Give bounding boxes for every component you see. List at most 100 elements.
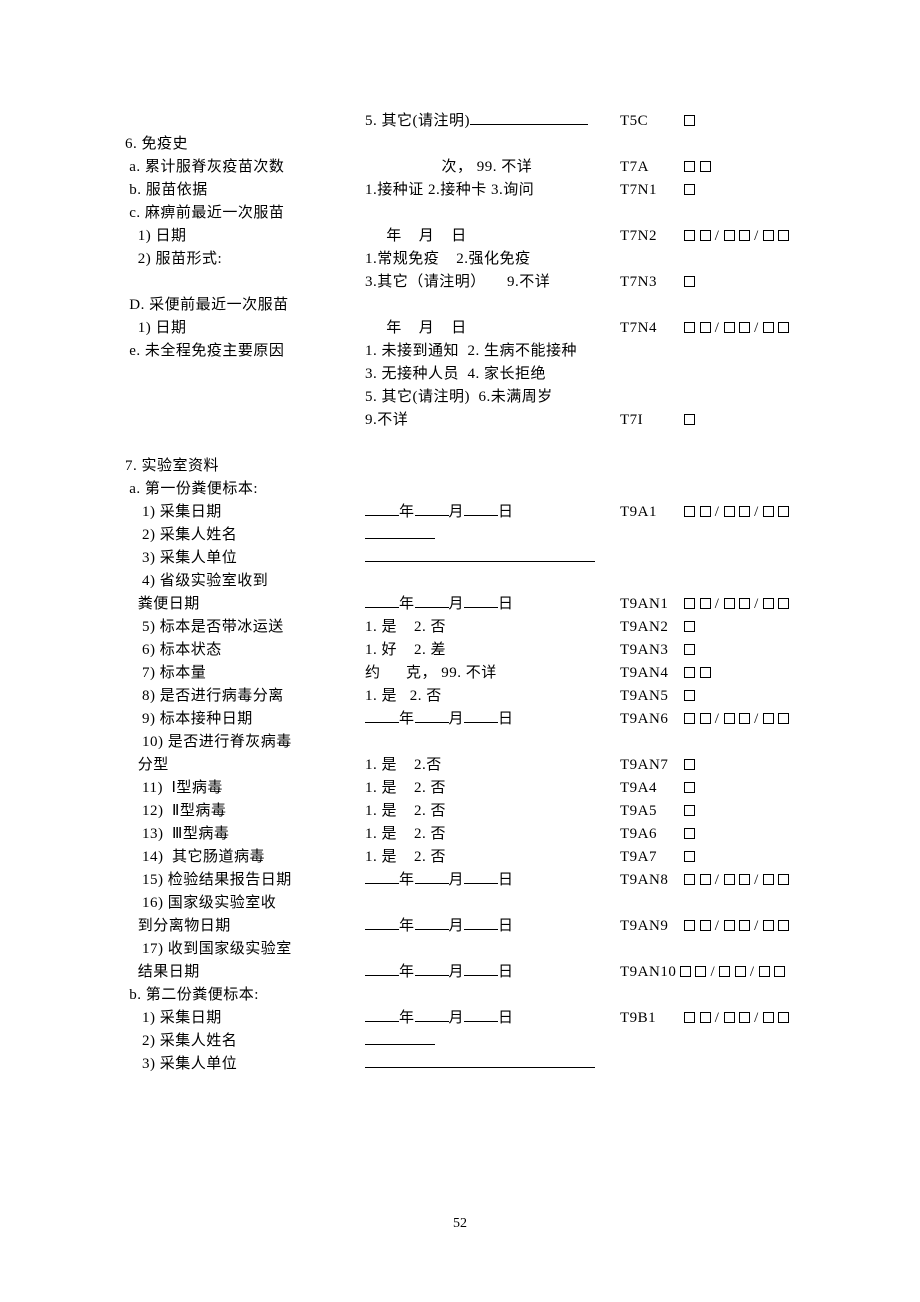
checkbox[interactable] bbox=[684, 230, 695, 241]
checkbox[interactable] bbox=[700, 230, 711, 241]
checkbox[interactable] bbox=[700, 874, 711, 885]
blank-line[interactable] bbox=[415, 915, 449, 930]
blank-line[interactable] bbox=[464, 1007, 498, 1022]
checkbox[interactable] bbox=[763, 920, 774, 931]
blank-line[interactable] bbox=[415, 869, 449, 884]
checkbox[interactable] bbox=[700, 506, 711, 517]
checkbox[interactable] bbox=[684, 713, 695, 724]
checkbox[interactable] bbox=[724, 322, 735, 333]
blank-line[interactable] bbox=[365, 1030, 435, 1045]
checkbox[interactable] bbox=[774, 966, 785, 977]
blank-line[interactable] bbox=[365, 524, 435, 539]
blank-line[interactable] bbox=[365, 961, 399, 976]
checkbox[interactable] bbox=[724, 506, 735, 517]
blank-line[interactable] bbox=[415, 1007, 449, 1022]
checkbox[interactable] bbox=[719, 966, 730, 977]
checkbox[interactable] bbox=[700, 920, 711, 931]
checkbox[interactable] bbox=[778, 920, 789, 931]
blank-line[interactable] bbox=[464, 501, 498, 516]
checkbox[interactable] bbox=[763, 713, 774, 724]
checkbox[interactable] bbox=[680, 966, 691, 977]
blank-line[interactable] bbox=[365, 915, 399, 930]
checkbox[interactable] bbox=[763, 322, 774, 333]
checkbox[interactable] bbox=[759, 966, 770, 977]
checkbox[interactable] bbox=[684, 276, 695, 287]
checkbox[interactable] bbox=[684, 874, 695, 885]
field-options: 1. 是 2.否 bbox=[365, 754, 620, 777]
blank-line[interactable] bbox=[365, 1007, 399, 1022]
checkbox[interactable] bbox=[763, 874, 774, 885]
checkbox[interactable] bbox=[684, 598, 695, 609]
checkbox[interactable] bbox=[684, 920, 695, 931]
checkbox[interactable] bbox=[724, 598, 735, 609]
checkbox[interactable] bbox=[700, 1012, 711, 1023]
blank-line[interactable] bbox=[464, 961, 498, 976]
checkbox[interactable] bbox=[695, 966, 706, 977]
checkbox[interactable] bbox=[684, 621, 695, 632]
page-number: 52 bbox=[0, 1216, 920, 1232]
checkbox[interactable] bbox=[778, 874, 789, 885]
checkbox[interactable] bbox=[724, 230, 735, 241]
blank-line[interactable] bbox=[464, 869, 498, 884]
blank-line[interactable] bbox=[365, 1053, 595, 1068]
checkbox[interactable] bbox=[724, 1012, 735, 1023]
blank-line[interactable] bbox=[365, 869, 399, 884]
checkbox[interactable] bbox=[739, 920, 750, 931]
checkbox[interactable] bbox=[684, 690, 695, 701]
blank-line[interactable] bbox=[464, 593, 498, 608]
blank-line[interactable] bbox=[365, 501, 399, 516]
checkbox[interactable] bbox=[724, 874, 735, 885]
checkbox[interactable] bbox=[684, 1012, 695, 1023]
checkbox[interactable] bbox=[778, 598, 789, 609]
checkbox[interactable] bbox=[735, 966, 746, 977]
blank-line[interactable] bbox=[365, 708, 399, 723]
checkbox[interactable] bbox=[684, 506, 695, 517]
blank-line[interactable] bbox=[464, 915, 498, 930]
checkbox[interactable] bbox=[684, 322, 695, 333]
blank-line[interactable] bbox=[365, 593, 399, 608]
checkbox[interactable] bbox=[763, 598, 774, 609]
checkbox[interactable] bbox=[700, 598, 711, 609]
checkbox[interactable] bbox=[700, 322, 711, 333]
checkbox[interactable] bbox=[778, 506, 789, 517]
checkbox[interactable] bbox=[684, 759, 695, 770]
checkbox[interactable] bbox=[763, 506, 774, 517]
checkbox[interactable] bbox=[739, 713, 750, 724]
checkbox[interactable] bbox=[684, 805, 695, 816]
checkbox[interactable] bbox=[778, 713, 789, 724]
blank-line[interactable] bbox=[464, 708, 498, 723]
checkbox[interactable] bbox=[763, 1012, 774, 1023]
checkbox[interactable] bbox=[763, 230, 774, 241]
blank-line[interactable] bbox=[415, 708, 449, 723]
checkbox[interactable] bbox=[778, 1012, 789, 1023]
checkbox[interactable] bbox=[778, 322, 789, 333]
checkbox[interactable] bbox=[700, 713, 711, 724]
blank-line[interactable] bbox=[470, 110, 588, 125]
checkbox[interactable] bbox=[739, 874, 750, 885]
blank-line[interactable] bbox=[415, 593, 449, 608]
blank-line[interactable] bbox=[415, 501, 449, 516]
checkbox[interactable] bbox=[739, 322, 750, 333]
checkbox[interactable] bbox=[739, 506, 750, 517]
checkbox[interactable] bbox=[684, 184, 695, 195]
blank-line[interactable] bbox=[415, 961, 449, 976]
checkbox[interactable] bbox=[724, 713, 735, 724]
checkbox[interactable] bbox=[700, 161, 711, 172]
checkbox[interactable] bbox=[700, 667, 711, 678]
checkbox[interactable] bbox=[724, 920, 735, 931]
checkbox[interactable] bbox=[739, 598, 750, 609]
checkbox[interactable] bbox=[684, 782, 695, 793]
checkbox[interactable] bbox=[684, 667, 695, 678]
field-options: 1. 是 2. 否 bbox=[365, 685, 620, 708]
checkbox[interactable] bbox=[684, 644, 695, 655]
checkbox[interactable] bbox=[739, 1012, 750, 1023]
blank-line[interactable] bbox=[365, 547, 595, 562]
checkbox[interactable] bbox=[684, 414, 695, 425]
checkbox[interactable] bbox=[778, 230, 789, 241]
checkbox[interactable] bbox=[684, 828, 695, 839]
field-code: T9AN7 bbox=[620, 754, 680, 777]
checkbox[interactable] bbox=[684, 161, 695, 172]
checkbox[interactable] bbox=[684, 851, 695, 862]
checkbox[interactable] bbox=[684, 115, 695, 126]
checkbox[interactable] bbox=[739, 230, 750, 241]
